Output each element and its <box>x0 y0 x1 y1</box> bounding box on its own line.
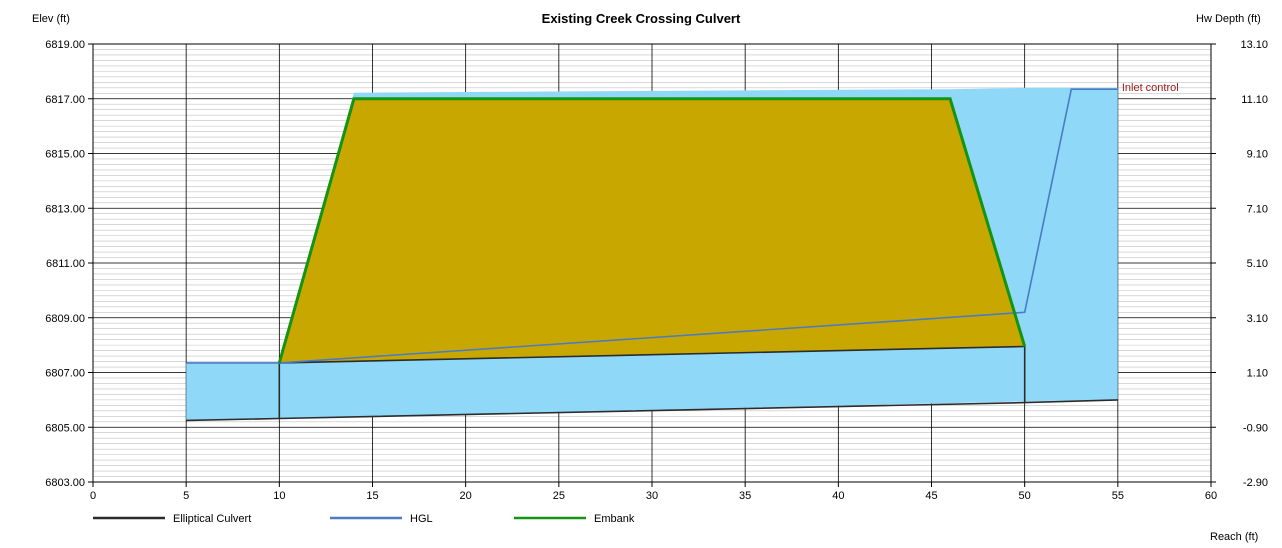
x-tick-label: 60 <box>1205 490 1217 502</box>
y-axis-right-label: Hw Depth (ft) <box>1196 13 1261 25</box>
y2-tick-label: 13.10 <box>1240 39 1268 51</box>
series-line-elliptical-culvert <box>279 345 1025 364</box>
y2-tick-label: 3.10 <box>1247 313 1268 325</box>
x-tick-label: 30 <box>646 490 658 502</box>
embankment-area <box>279 98 1025 363</box>
x-tick-label: 5 <box>183 490 189 502</box>
y2-tick-label: 7.10 <box>1247 203 1268 215</box>
y2-tick-label: 1.10 <box>1247 368 1268 380</box>
legend-label: HGL <box>410 513 433 525</box>
y-tick-label: 6815.00 <box>45 149 85 161</box>
x-tick-label: 50 <box>1019 490 1031 502</box>
y2-tick-label: -2.90 <box>1243 477 1268 489</box>
x-tick-label: 15 <box>366 490 378 502</box>
x-tick-label: 20 <box>460 490 472 502</box>
axis-layer: 6803.00 6805.00 6807.00 6809.00 6811.00 6813.… <box>45 39 1268 502</box>
y-tick-label: 6807.00 <box>45 368 85 380</box>
y-tick-label: 6817.00 <box>45 94 85 106</box>
legend-label: Embank <box>594 513 635 525</box>
legend-label: Elliptical Culvert <box>173 513 251 525</box>
y-axis-left-label: Elev (ft) <box>32 13 70 25</box>
y2-tick-label: 9.10 <box>1247 149 1268 161</box>
x-tick-label: 55 <box>1112 490 1124 502</box>
x-tick-label: 25 <box>553 490 565 502</box>
legend-item: Elliptical Culvert <box>93 513 251 525</box>
y-tick-label: 6803.00 <box>45 477 85 489</box>
annotation-inlet-control: Inlet control <box>1122 82 1179 94</box>
x-tick-label: 40 <box>832 490 844 502</box>
y-tick-label: 6805.00 <box>45 422 85 434</box>
chart-title: Existing Creek Crossing Culvert <box>542 11 741 26</box>
plot-layer <box>92 43 1212 483</box>
series-line-hgl <box>186 88 1118 364</box>
x-tick-label: 10 <box>273 490 285 502</box>
x-tick-label: 35 <box>739 490 751 502</box>
y-tick-label: 6819.00 <box>45 39 85 51</box>
y-tick-label: 6811.00 <box>46 258 85 270</box>
y-tick-label: 6809.00 <box>45 313 85 325</box>
series-line-embank <box>277 97 1027 364</box>
legend-item: HGL <box>330 513 433 525</box>
x-tick-label: 45 <box>925 490 937 502</box>
series-line-elliptical-culvert <box>186 399 1118 422</box>
y2-tick-label: 5.10 <box>1247 258 1268 270</box>
y-tick-label: 6813.00 <box>45 203 85 215</box>
y2-tick-label: -0.90 <box>1243 422 1268 434</box>
y2-tick-label: 11.10 <box>1241 94 1268 106</box>
legend: Elliptical Culvert HGL Embank <box>93 513 635 525</box>
x-axis-label: Reach (ft) <box>1210 531 1258 543</box>
legend-item: Embank <box>514 513 635 525</box>
x-tick-label: 0 <box>90 490 96 502</box>
